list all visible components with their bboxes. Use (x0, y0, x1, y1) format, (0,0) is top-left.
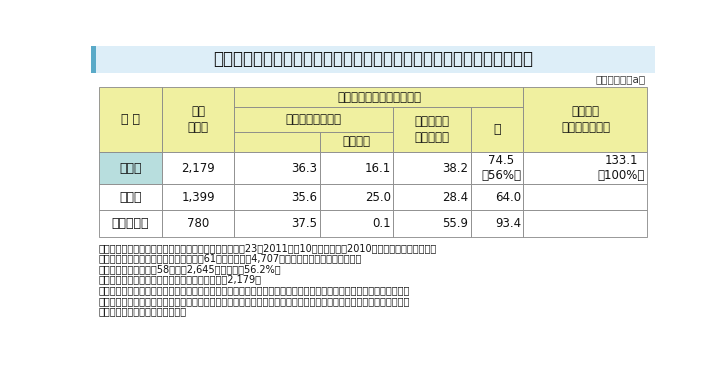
Bar (320, 152, 393, 184)
Text: 74.5
（56%）: 74.5 （56%） (481, 154, 521, 182)
Text: （単位：戸、a）: （単位：戸、a） (596, 74, 646, 84)
Text: ２）経営耕地面積についての回答農家数は2,179戸: ２）経営耕地面積についての回答農家数は2,179戸 (99, 275, 262, 285)
Text: 28.4: 28.4 (443, 191, 468, 204)
Text: 生産緑地: 生産緑地 (342, 135, 371, 148)
Bar (99, 184, 162, 211)
Text: 表４－４　都市農家１戸当たりの経営耕地面積（アンケート調査結果）: 表４－４ 都市農家１戸当たりの経営耕地面積（アンケート調査結果） (213, 51, 533, 68)
Bar (471, 107, 523, 152)
Text: 36.3: 36.3 (291, 162, 317, 174)
Bar (99, 211, 162, 237)
Bar (99, 152, 162, 184)
Text: 計: 計 (494, 123, 501, 136)
Bar (523, 184, 647, 211)
Bar (471, 184, 523, 211)
Text: 38.2: 38.2 (443, 162, 468, 174)
Text: 780: 780 (187, 217, 210, 230)
Text: 特定市: 特定市 (119, 191, 142, 204)
Bar (393, 184, 471, 211)
Text: 全　体: 全 体 (119, 162, 142, 174)
Text: 注：１）市街化区域内に農地を有する61市区町の農家4,707戸を対象としたアンケート調査: 注：１）市街化区域内に農地を有する61市区町の農家4,707戸を対象としたアンケ… (99, 253, 362, 263)
Bar (91, 46, 96, 73)
Bar (320, 184, 393, 211)
Bar (393, 107, 471, 152)
Bar (471, 211, 523, 237)
Bar (162, 152, 234, 184)
Text: 133.1
（100%）: 133.1 （100%） (598, 154, 645, 182)
Text: 市及び既成市街地、近郊整備地帯等に所在する市）を、特定市以外は、三大都市圏特定市以外で市街化区域: 市及び既成市街地、近郊整備地帯等に所在する市）を、特定市以外は、三大都市圏特定市… (99, 296, 410, 306)
Bar (162, 211, 234, 237)
Text: 特定市以外: 特定市以外 (112, 217, 149, 230)
Bar (234, 132, 320, 152)
Bar (96, 46, 655, 73)
Bar (320, 211, 393, 237)
Text: （参考）
農家全体の平均: （参考） 農家全体の平均 (561, 105, 610, 134)
Text: ３）特定市は、三大都市圏特定市（東京都の特別区、三大都市圏（首都圏、近畿圏、中部圏）にある政令指定都: ３）特定市は、三大都市圏特定市（東京都の特別区、三大都市圏（首都圏、近畿圏、中部… (99, 285, 410, 295)
Text: 資料：農林水産省「都市農業に関する実態調査」（平成23（2011）年10月公表）、「2010年世界農林業センサス」: 資料：農林水産省「都市農業に関する実態調査」（平成23（2011）年10月公表）… (99, 243, 437, 253)
Bar (523, 87, 647, 152)
Bar (162, 184, 234, 211)
Text: 25.0: 25.0 (365, 191, 391, 204)
Bar (471, 152, 523, 184)
Text: 1,399: 1,399 (181, 191, 215, 204)
Text: 0.1: 0.1 (372, 217, 391, 230)
Bar (99, 87, 162, 152)
Text: １戸当たりの経営耕地面積: １戸当たりの経営耕地面積 (337, 91, 421, 104)
Bar (234, 87, 523, 107)
Text: 55.9: 55.9 (443, 217, 468, 230)
Text: （有効回答数58市区町2,645戸、回答率56.2%）: （有効回答数58市区町2,645戸、回答率56.2%） (99, 264, 282, 274)
Bar (234, 184, 320, 211)
Text: 市街化区域内農地: 市街化区域内農地 (286, 113, 342, 126)
Text: 37.5: 37.5 (291, 217, 317, 230)
Text: 16.1: 16.1 (365, 162, 391, 174)
Text: 35.6: 35.6 (291, 191, 317, 204)
Bar (162, 87, 234, 152)
Text: 2,179: 2,179 (181, 162, 215, 174)
Text: 内農地を有する市町村: 内農地を有する市町村 (99, 307, 187, 317)
Bar (234, 211, 320, 237)
Text: 市街化区域
以外の農地: 市街化区域 以外の農地 (414, 115, 449, 144)
Text: 93.4: 93.4 (495, 217, 521, 230)
Bar (523, 211, 647, 237)
Text: 区 分: 区 分 (121, 113, 140, 126)
Bar (393, 211, 471, 237)
Text: 都市
農家数: 都市 農家数 (188, 105, 209, 134)
Bar (234, 107, 393, 132)
Text: 64.0: 64.0 (495, 191, 521, 204)
Bar (320, 132, 393, 152)
Bar (523, 152, 647, 184)
Bar (393, 152, 471, 184)
Bar (234, 152, 320, 184)
